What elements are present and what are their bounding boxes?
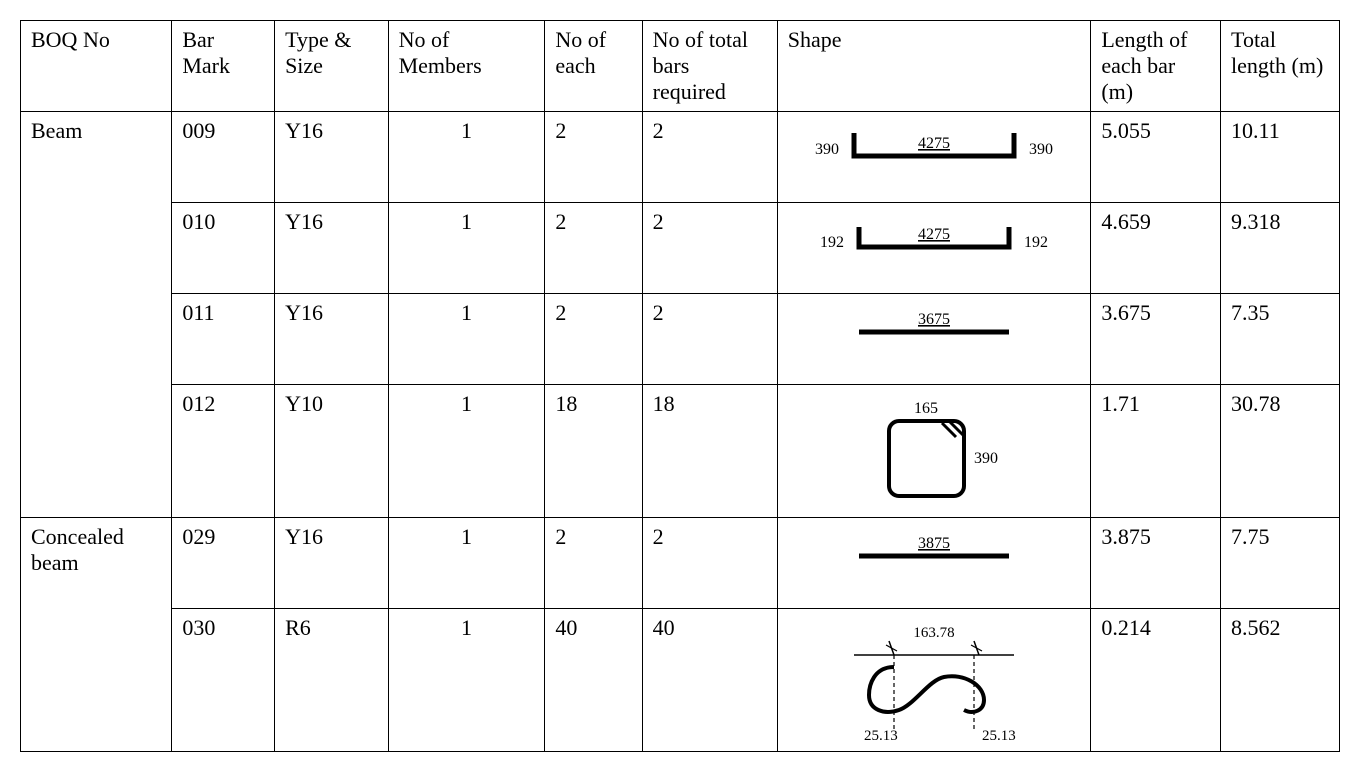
cell-mark: 011 — [172, 294, 275, 385]
cell-total: 18 — [642, 385, 777, 518]
shape-straight-bar-icon: 3675 — [804, 300, 1064, 350]
cell-len: 5.055 — [1091, 112, 1221, 203]
table-row: 030 R6 1 40 40 163.78 25.13 25.13 — [21, 609, 1340, 752]
cell-type: Y16 — [275, 203, 389, 294]
header-members: No of Members — [388, 21, 545, 112]
table-row: 010 Y16 1 2 2 192 4275 192 4.659 9.318 — [21, 203, 1340, 294]
cell-mark: 030 — [172, 609, 275, 752]
cell-totlen: 30.78 — [1221, 385, 1340, 518]
cell-len: 3.875 — [1091, 518, 1221, 609]
shape-straight-bar-icon: 3875 — [804, 524, 1064, 574]
table-header-row: BOQ No Bar Mark Type & Size No of Member… — [21, 21, 1340, 112]
cell-shape: 165 390 — [777, 385, 1091, 518]
cell-each: 40 — [545, 609, 642, 752]
cell-boq: Concealed beam — [21, 518, 172, 752]
cell-shape: 163.78 25.13 25.13 — [777, 609, 1091, 752]
table-row: Concealed beam 029 Y16 1 2 2 3875 3.875 … — [21, 518, 1340, 609]
cell-type: Y16 — [275, 112, 389, 203]
svg-text:192: 192 — [820, 234, 844, 251]
shape-s-hook-icon: 163.78 25.13 25.13 — [814, 615, 1054, 745]
table-row: Beam 009 Y16 1 2 2 390 4275 390 5.055 10… — [21, 112, 1340, 203]
shape-u-bar-icon: 192 4275 192 — [804, 209, 1064, 264]
cell-type: Y16 — [275, 518, 389, 609]
cell-total: 2 — [642, 518, 777, 609]
cell-len: 0.214 — [1091, 609, 1221, 752]
cell-shape: 3675 — [777, 294, 1091, 385]
table-row: 012 Y10 1 18 18 165 390 1.71 30.78 — [21, 385, 1340, 518]
cell-each: 2 — [545, 518, 642, 609]
svg-text:4275: 4275 — [918, 226, 950, 243]
svg-text:163.78: 163.78 — [913, 625, 954, 641]
cell-mark: 029 — [172, 518, 275, 609]
header-shape: Shape — [777, 21, 1091, 112]
cell-mark: 012 — [172, 385, 275, 518]
cell-shape: 390 4275 390 — [777, 112, 1091, 203]
header-totlen: Total length (m) — [1221, 21, 1340, 112]
cell-each: 2 — [545, 203, 642, 294]
cell-members: 1 — [388, 518, 545, 609]
cell-shape: 192 4275 192 — [777, 203, 1091, 294]
header-mark: Bar Mark — [172, 21, 275, 112]
cell-total: 40 — [642, 609, 777, 752]
cell-totlen: 9.318 — [1221, 203, 1340, 294]
cell-total: 2 — [642, 112, 777, 203]
header-total: No of total bars required — [642, 21, 777, 112]
svg-text:25.13: 25.13 — [982, 728, 1016, 744]
shape-u-bar-icon: 390 4275 390 — [804, 118, 1064, 173]
cell-totlen: 8.562 — [1221, 609, 1340, 752]
cell-mark: 009 — [172, 112, 275, 203]
bar-bending-schedule-table: BOQ No Bar Mark Type & Size No of Member… — [20, 20, 1340, 752]
cell-mark: 010 — [172, 203, 275, 294]
cell-shape: 3875 — [777, 518, 1091, 609]
cell-totlen: 7.35 — [1221, 294, 1340, 385]
svg-text:25.13: 25.13 — [864, 728, 898, 744]
cell-len: 4.659 — [1091, 203, 1221, 294]
cell-members: 1 — [388, 112, 545, 203]
cell-len: 1.71 — [1091, 385, 1221, 518]
cell-members: 1 — [388, 609, 545, 752]
svg-text:4275: 4275 — [918, 135, 950, 152]
cell-members: 1 — [388, 294, 545, 385]
shape-stirrup-icon: 165 390 — [834, 391, 1034, 511]
cell-total: 2 — [642, 203, 777, 294]
svg-text:390: 390 — [1029, 141, 1053, 158]
cell-len: 3.675 — [1091, 294, 1221, 385]
header-type: Type & Size — [275, 21, 389, 112]
cell-members: 1 — [388, 203, 545, 294]
svg-text:390: 390 — [974, 450, 998, 467]
cell-totlen: 10.11 — [1221, 112, 1340, 203]
svg-text:3675: 3675 — [918, 311, 950, 328]
cell-type: R6 — [275, 609, 389, 752]
cell-each: 18 — [545, 385, 642, 518]
svg-text:192: 192 — [1024, 234, 1048, 251]
cell-type: Y16 — [275, 294, 389, 385]
header-boq: BOQ No — [21, 21, 172, 112]
svg-text:165: 165 — [914, 400, 938, 417]
cell-each: 2 — [545, 294, 642, 385]
header-each: No of each — [545, 21, 642, 112]
header-len: Length of each bar (m) — [1091, 21, 1221, 112]
cell-members: 1 — [388, 385, 545, 518]
cell-each: 2 — [545, 112, 642, 203]
table-row: 011 Y16 1 2 2 3675 3.675 7.35 — [21, 294, 1340, 385]
svg-text:390: 390 — [815, 141, 839, 158]
cell-boq: Beam — [21, 112, 172, 518]
cell-type: Y10 — [275, 385, 389, 518]
svg-text:3875: 3875 — [918, 535, 950, 552]
cell-total: 2 — [642, 294, 777, 385]
cell-totlen: 7.75 — [1221, 518, 1340, 609]
